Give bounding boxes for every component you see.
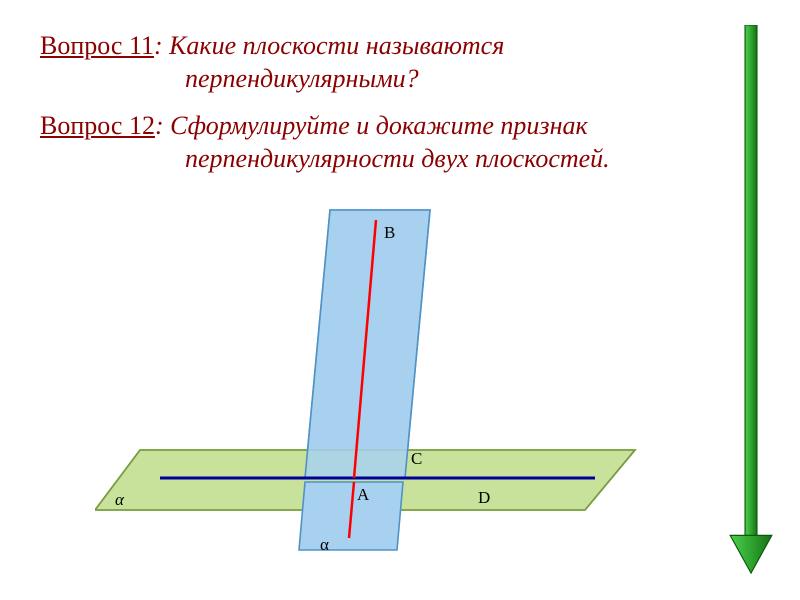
label-alpha-horizontal: α [115, 490, 125, 509]
label-b: В [384, 223, 395, 242]
arrow-head [730, 535, 772, 573]
question-12-line2: перпендикулярности двух плоскостей. [40, 143, 700, 176]
question-11-number: Вопрос 11 [40, 31, 154, 60]
question-11-line2: перпендикулярными? [40, 63, 700, 96]
label-a: А [357, 485, 370, 504]
question-12-sep: : [155, 111, 170, 140]
label-alpha-vertical: α [320, 535, 329, 554]
question-12-line1: Вопрос 12: Сформулируйте и докажите приз… [40, 110, 700, 143]
question-12-text1: Сформулируйте и докажите признак [170, 111, 588, 140]
question-11: Вопрос 11: Какие плоскости называются пе… [40, 30, 700, 95]
down-arrow [722, 25, 782, 580]
vertical-plane-top-front [305, 210, 430, 478]
label-d: D [478, 488, 490, 507]
question-11-sep: : [154, 31, 169, 60]
perpendicular-planes-diagram: В С А D α α [95, 190, 655, 580]
label-c: С [411, 449, 422, 468]
question-11-line1: Вопрос 11: Какие плоскости называются [40, 30, 700, 63]
diagram-svg: В С А D α α [95, 190, 655, 580]
arrow-shaft [745, 25, 757, 540]
question-12-text2: перпендикулярности двух плоскостей. [185, 144, 610, 173]
question-11-text2: перпендикулярными? [185, 64, 419, 93]
question-12: Вопрос 12: Сформулируйте и докажите приз… [40, 110, 700, 175]
down-arrow-svg [722, 25, 782, 580]
question-11-text1: Какие плоскости называются [169, 31, 504, 60]
question-12-number: Вопрос 12 [40, 111, 155, 140]
